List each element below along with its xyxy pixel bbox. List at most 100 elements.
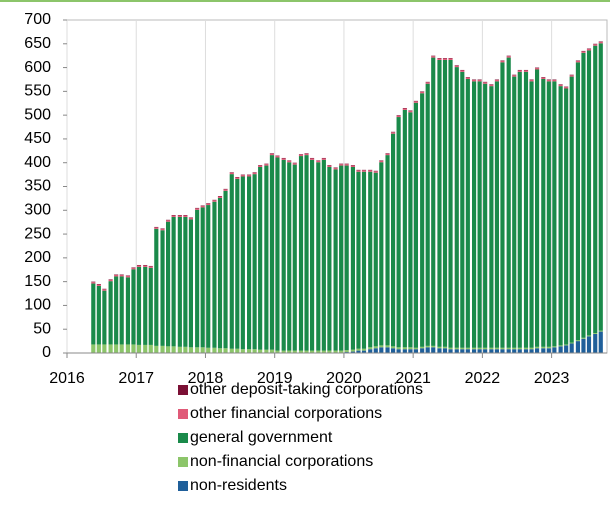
y-tick-label: 450: [24, 130, 51, 147]
bar-segment: [465, 78, 470, 348]
bar-segment: [171, 215, 176, 217]
bar-segment: [385, 347, 390, 353]
bar-segment: [448, 58, 453, 60]
bar-segment: [425, 83, 430, 346]
bar-segment: [454, 349, 459, 353]
bar-segment: [166, 221, 171, 347]
bar-segment: [200, 207, 205, 348]
y-tick-label: 50: [33, 320, 51, 337]
bar-segment: [108, 281, 113, 345]
bar-segment: [183, 216, 188, 347]
bar-segment: [593, 44, 598, 46]
bar-segment: [177, 346, 182, 353]
bar-segment: [413, 102, 418, 348]
bar-segment: [304, 350, 309, 353]
bar-segment: [517, 349, 522, 353]
bar-segment: [477, 79, 482, 82]
bar-segment: [136, 344, 142, 353]
bar-segment: [229, 172, 234, 175]
bar-segment: [494, 81, 499, 348]
bar-segment: [368, 347, 373, 350]
bar-segment: [489, 347, 494, 350]
bar-segment: [465, 349, 470, 353]
bar-segment: [535, 346, 540, 349]
bar-segment: [114, 344, 119, 353]
bar-segment: [379, 160, 384, 163]
bar-segment: [472, 347, 477, 350]
bar-segment: [541, 78, 546, 347]
bar-segment: [292, 164, 297, 351]
x-tick-label: 2017: [118, 370, 154, 387]
bar-segment: [581, 337, 586, 339]
legend-swatch: [178, 433, 188, 443]
bar-segment: [275, 156, 280, 158]
bar-segment: [569, 343, 574, 353]
bar-segment: [368, 170, 373, 172]
bar-segment: [316, 160, 321, 163]
bar-segment: [292, 350, 297, 353]
bar-segment: [368, 171, 373, 348]
bar-segment: [558, 86, 563, 346]
bar-segment: [131, 267, 136, 270]
bar-segment: [339, 164, 344, 166]
bar-segment: [391, 346, 396, 349]
bar-segment: [552, 79, 557, 82]
bar-segment: [552, 346, 557, 348]
bar-segment: [229, 348, 234, 353]
bar-segment: [385, 345, 390, 348]
bar-segment: [586, 49, 592, 51]
bar-segment: [454, 347, 459, 350]
bar-segment: [148, 266, 153, 268]
bar-segment: [460, 70, 465, 72]
legend-label: general government: [190, 429, 333, 446]
bar-segment: [408, 347, 413, 350]
bar-segment: [529, 347, 534, 350]
bar-segment: [373, 171, 378, 173]
bar-segment: [402, 349, 407, 353]
bar-segment: [448, 59, 453, 348]
bar-segment: [472, 81, 477, 348]
bar-segment: [396, 115, 401, 118]
bar-segment: [523, 71, 529, 348]
bar-segment: [264, 165, 269, 350]
bar-segment: [247, 349, 252, 353]
bar-segment: [327, 166, 332, 351]
bar-segment: [316, 350, 321, 353]
bar-segment: [275, 350, 280, 353]
bar-segment: [413, 101, 418, 103]
bar-segment: [500, 349, 505, 353]
bar-segment: [240, 176, 245, 350]
bar-segment: [442, 346, 448, 349]
bar-segment: [546, 348, 551, 353]
bar-segment: [465, 77, 470, 79]
bar-segment: [333, 167, 338, 170]
bar-segment: [454, 67, 459, 348]
bar-segment: [217, 197, 223, 349]
bar-segment: [223, 190, 228, 349]
bar-segment: [281, 350, 286, 353]
bar-segment: [425, 82, 430, 84]
bar-segment: [379, 345, 384, 348]
bar-segment: [310, 159, 315, 351]
bar-segment: [437, 59, 442, 347]
bar-segment: [581, 338, 586, 353]
bar-segment: [212, 201, 217, 348]
bar-segment: [304, 153, 309, 156]
bar-segment: [546, 81, 551, 347]
bar-segment: [494, 349, 499, 353]
bar-segment: [298, 350, 304, 353]
bar-segment: [350, 165, 355, 167]
bar-segment: [287, 162, 292, 351]
bar-segment: [258, 165, 263, 167]
bar-segment: [454, 65, 459, 68]
bar-segment: [119, 344, 124, 353]
bar-segment: [483, 82, 488, 84]
bar-segment: [287, 350, 292, 353]
bar-segment: [586, 335, 592, 337]
bar-segment: [252, 349, 257, 353]
bar-segment: [143, 265, 148, 267]
bar-segment: [500, 60, 505, 63]
bar-segment: [500, 62, 505, 348]
bar-segment: [420, 91, 425, 94]
bar-segment: [373, 172, 378, 347]
